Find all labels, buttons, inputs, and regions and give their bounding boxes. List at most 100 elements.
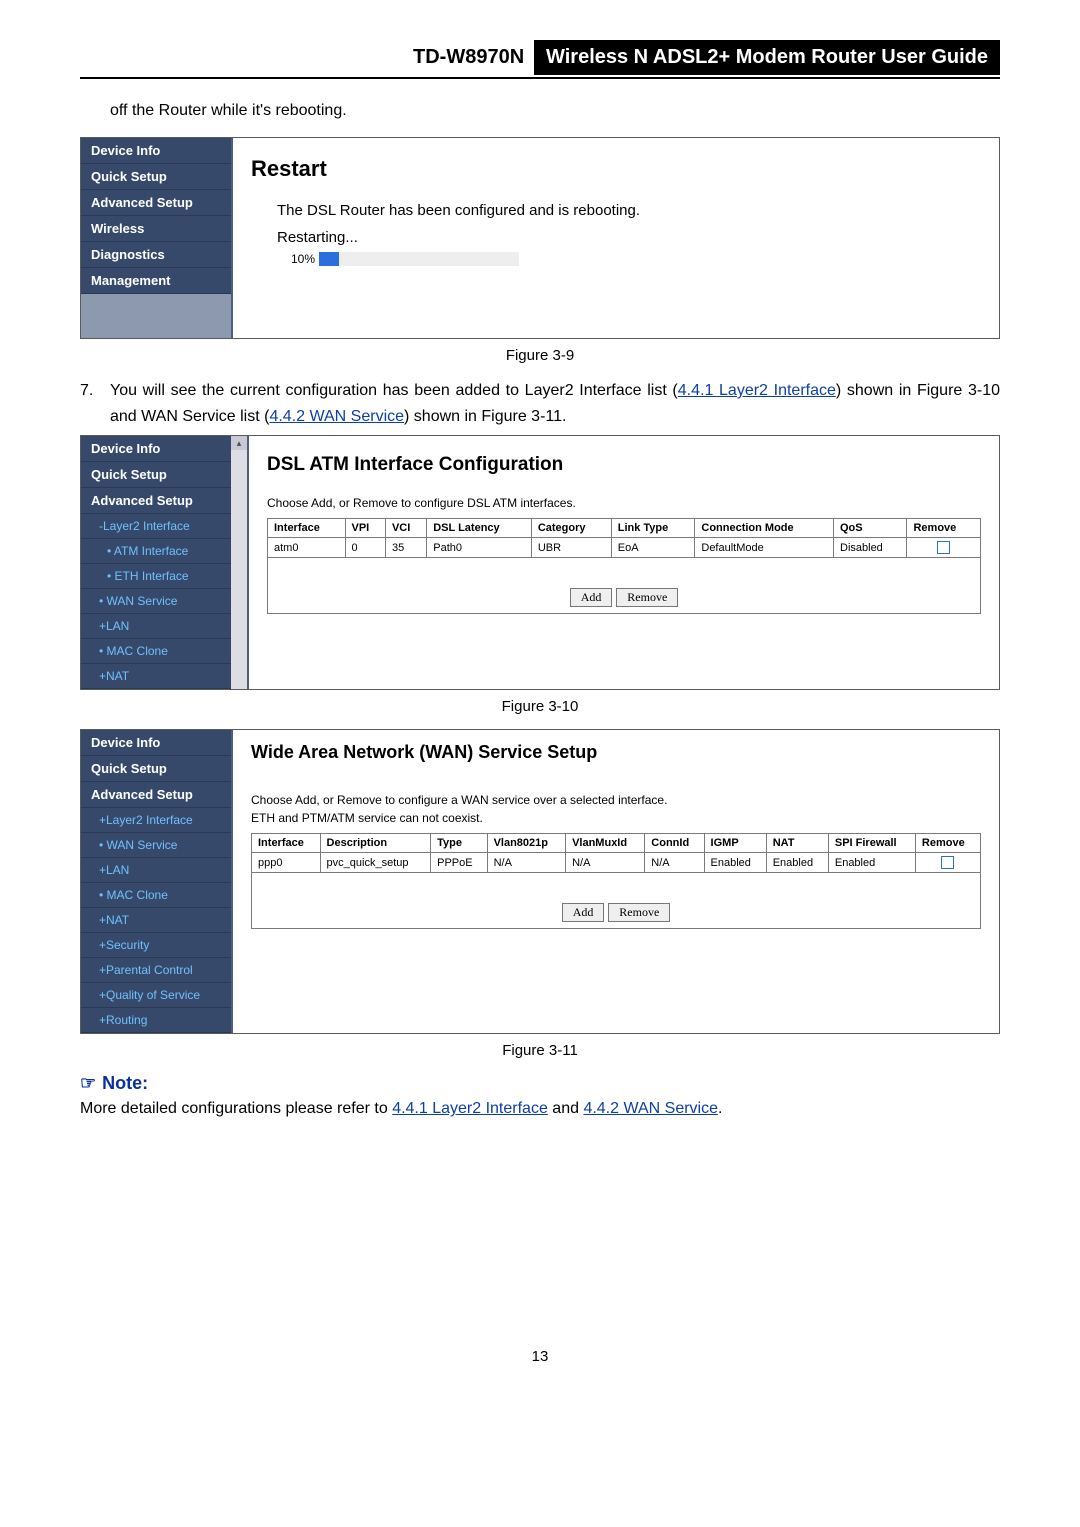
add-button[interactable]: Add (562, 903, 605, 922)
para7-pre: You will see the current configuration h… (110, 382, 678, 399)
col-header: Interface (252, 834, 321, 853)
col-header: Vlan8021p (487, 834, 566, 853)
sidebar-item[interactable]: -Layer2 Interface (81, 514, 231, 539)
main-pane-fig9: Restart The DSL Router has been configur… (231, 138, 999, 338)
remove-checkbox[interactable] (941, 856, 954, 869)
sidebar-item-diagnostics[interactable]: Diagnostics (81, 242, 231, 268)
fig10-caption: Figure 3-10 (80, 698, 1000, 715)
fig10-btn-row: Add Remove (267, 582, 981, 614)
sidebar-item[interactable]: Device Info (81, 436, 231, 462)
col-header: Connection Mode (695, 519, 834, 538)
col-header: SPI Firewall (828, 834, 915, 853)
main-pane-fig10: DSL ATM Interface Configuration Choose A… (247, 436, 999, 689)
restart-heading: Restart (251, 156, 981, 182)
sidebar-item[interactable]: Quick Setup (81, 756, 231, 782)
atm-table: InterfaceVPIVCIDSL LatencyCategoryLink T… (267, 518, 981, 558)
note-mid: and (548, 1100, 584, 1117)
col-header: Remove (915, 834, 980, 853)
model-label: TD-W8970N (407, 40, 530, 75)
col-header: Link Type (611, 519, 695, 538)
restarting-label: Restarting... (251, 229, 981, 246)
figure-3-9: Device Info Quick Setup Advanced Setup W… (80, 137, 1000, 339)
remove-button[interactable]: Remove (616, 588, 678, 607)
restart-msg: The DSL Router has been configured and i… (251, 202, 981, 219)
cell: EoA (611, 538, 695, 558)
col-header: NAT (766, 834, 828, 853)
cell: Disabled (834, 538, 907, 558)
link-layer2-interface[interactable]: 4.4.1 Layer2 Interface (678, 382, 836, 399)
cell: Enabled (704, 853, 766, 873)
sidebar-item[interactable]: +Quality of Service (81, 983, 231, 1008)
progress-wrap: 10% (291, 252, 981, 266)
sidebar-item[interactable]: • WAN Service (81, 833, 231, 858)
sidebar-item[interactable]: Device Info (81, 730, 231, 756)
sidebar-item-wireless[interactable]: Wireless (81, 216, 231, 242)
col-header: Description (320, 834, 431, 853)
fig11-instr1: Choose Add, or Remove to configure a WAN… (251, 793, 981, 807)
col-header: VCI (385, 519, 426, 538)
sidebar-fig10: Device InfoQuick SetupAdvanced Setup-Lay… (81, 436, 231, 689)
sidebar-item[interactable]: • MAC Clone (81, 639, 231, 664)
cell: pvc_quick_setup (320, 853, 431, 873)
sidebar-item[interactable]: • ATM Interface (81, 539, 231, 564)
wan-table: InterfaceDescriptionTypeVlan8021pVlanMux… (251, 833, 981, 873)
sidebar-fig9: Device Info Quick Setup Advanced Setup W… (81, 138, 231, 338)
add-button[interactable]: Add (570, 588, 613, 607)
para-7-num: 7. (80, 378, 110, 429)
col-header: ConnId (645, 834, 704, 853)
col-header: DSL Latency (427, 519, 532, 538)
progress-fill (319, 252, 339, 266)
progress-bar (319, 252, 519, 266)
col-header: VPI (345, 519, 385, 538)
sidebar-item[interactable]: +Security (81, 933, 231, 958)
sidebar-item[interactable]: +Parental Control (81, 958, 231, 983)
remove-button[interactable]: Remove (608, 903, 670, 922)
fig10-instr: Choose Add, or Remove to configure DSL A… (267, 496, 981, 510)
note-post: . (718, 1100, 722, 1117)
hand-icon: ☞ (80, 1073, 96, 1093)
note-pre: More detailed configurations please refe… (80, 1100, 392, 1117)
sidebar-item[interactable]: • MAC Clone (81, 883, 231, 908)
cell: 35 (385, 538, 426, 558)
cell: Enabled (766, 853, 828, 873)
sidebar-item[interactable]: +NAT (81, 664, 231, 689)
fig11-instr2: ETH and PTM/ATM service can not coexist. (251, 811, 981, 825)
sidebar-item[interactable]: +LAN (81, 614, 231, 639)
cell: Path0 (427, 538, 532, 558)
intro-text: off the Router while it's rebooting. (110, 99, 1000, 123)
sidebar-item[interactable]: +Routing (81, 1008, 231, 1033)
doc-header: TD-W8970N Wireless N ADSL2+ Modem Router… (80, 40, 1000, 79)
sidebar-item-device-info[interactable]: Device Info (81, 138, 231, 164)
sidebar-item[interactable]: +NAT (81, 908, 231, 933)
sidebar-item-advanced-setup[interactable]: Advanced Setup (81, 190, 231, 216)
note-link-layer2[interactable]: 4.4.1 Layer2 Interface (392, 1100, 548, 1117)
scrollbar-fig10[interactable]: ▴ (231, 436, 247, 689)
sidebar-item[interactable]: +Layer2 Interface (81, 808, 231, 833)
sidebar-item[interactable]: +LAN (81, 858, 231, 883)
cell: N/A (645, 853, 704, 873)
col-header: Category (531, 519, 611, 538)
note-label: Note: (102, 1073, 148, 1093)
link-wan-service[interactable]: 4.4.2 WAN Service (269, 408, 404, 425)
col-header: IGMP (704, 834, 766, 853)
remove-checkbox[interactable] (937, 541, 950, 554)
note-text: More detailed configurations please refe… (80, 1100, 1000, 1118)
sidebar-item[interactable]: Quick Setup (81, 462, 231, 488)
fig9-caption: Figure 3-9 (80, 347, 1000, 364)
para-7: 7. You will see the current configuratio… (80, 378, 1000, 429)
sidebar-item-quick-setup[interactable]: Quick Setup (81, 164, 231, 190)
sidebar-item[interactable]: Advanced Setup (81, 782, 231, 808)
sidebar-item-management[interactable]: Management (81, 268, 231, 294)
cell (907, 538, 981, 558)
scroll-up-icon[interactable]: ▴ (231, 436, 247, 450)
cell: atm0 (268, 538, 346, 558)
sidebar-item[interactable]: • ETH Interface (81, 564, 231, 589)
col-header: Remove (907, 519, 981, 538)
sidebar-item[interactable]: • WAN Service (81, 589, 231, 614)
figure-3-11: Device InfoQuick SetupAdvanced Setup+Lay… (80, 729, 1000, 1034)
cell: PPPoE (431, 853, 487, 873)
sidebar-item[interactable]: Advanced Setup (81, 488, 231, 514)
para7-mid2: ) shown in Figure 3-11. (404, 408, 566, 425)
note-link-wan[interactable]: 4.4.2 WAN Service (583, 1100, 718, 1117)
cell: DefaultMode (695, 538, 834, 558)
